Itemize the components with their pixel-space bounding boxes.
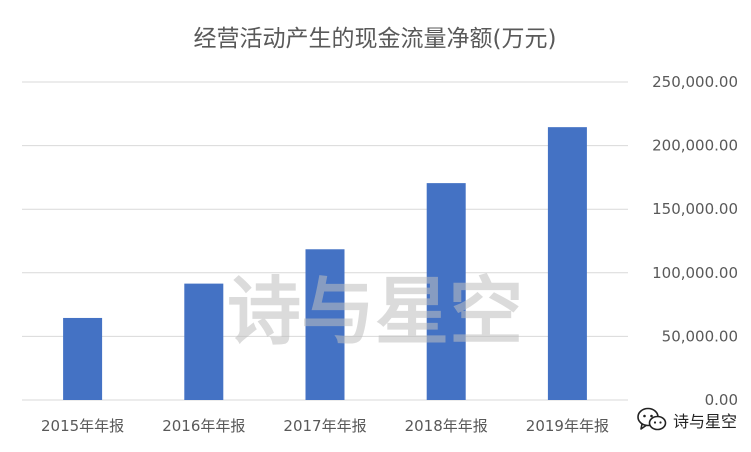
x-axis-ticks: 2015年年报 2016年年报 2017年年报 2018年年报 2019年年报 (41, 417, 609, 435)
chart-title: 经营活动产生的现金流量净额(万元) (194, 26, 557, 52)
bar (547, 127, 587, 400)
bar (184, 283, 224, 400)
y-tick-label: 100,000.00 (652, 264, 738, 282)
y-tick-label: 250,000.00 (652, 73, 738, 91)
watermark-text: 诗与星空 (227, 269, 523, 355)
y-tick-label: 200,000.00 (652, 137, 738, 155)
brand-logo: 诗与星空 (637, 404, 737, 436)
bar (426, 183, 466, 400)
x-tick-label: 2017年年报 (283, 417, 366, 435)
bars (63, 127, 587, 400)
y-tick-label: 150,000.00 (652, 200, 738, 218)
bar (63, 317, 103, 400)
logo-text: 诗与星空 (672, 412, 737, 431)
y-axis-ticks: 0.00 50,000.00 100,000.00 150,000.00 200,000… (652, 73, 738, 409)
wechat-icon (637, 407, 667, 431)
y-tick-label: 50,000.00 (662, 327, 738, 345)
x-tick-label: 2016年年报 (162, 417, 245, 435)
y-tick-label: 0.00 (705, 391, 738, 409)
bar (305, 249, 345, 400)
x-tick-label: 2015年年报 (41, 417, 124, 435)
x-tick-label: 2019年年报 (526, 417, 609, 435)
x-tick-label: 2018年年报 (405, 417, 488, 435)
